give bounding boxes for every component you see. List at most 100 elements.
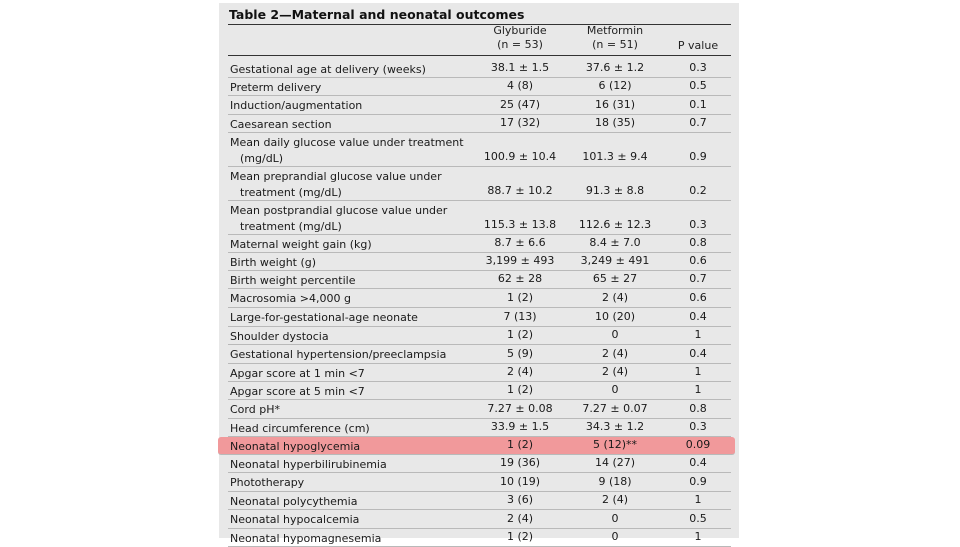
row-label-line1: Gestational hypertension/preeclampsia xyxy=(230,348,447,361)
row-label: Cord pH* xyxy=(230,402,470,418)
glyburide-value: 1 (2) xyxy=(506,328,534,341)
p-value: 0.6 xyxy=(689,254,707,267)
row-label: Birth weight percentile xyxy=(230,273,470,289)
p-value: 0.3 xyxy=(689,420,707,433)
row-label-line1: Mean postprandial glucose value under xyxy=(230,204,448,217)
metformin-value: 5 (12)** xyxy=(592,438,638,451)
table-row: Mean daily glucose value under treatment… xyxy=(228,133,731,167)
row-label-line1: Neonatal hyperbilirubinemia xyxy=(230,458,387,471)
col-header-glyburide-name: Glyburide xyxy=(493,24,547,37)
table-row: Head circumference (cm) 33.9 ± 1.5 34.3 ± … xyxy=(228,419,731,437)
header-top-rule xyxy=(228,24,731,25)
row-label: Birth weight (g) xyxy=(230,255,470,271)
metformin-value: 3,249 ± 491 xyxy=(580,254,650,267)
p-value: 0.9 xyxy=(689,475,707,488)
row-label-line2: (mg/dL) xyxy=(240,152,284,165)
p-value: 1 xyxy=(694,530,702,543)
table-row: Macrosomia >4,000 g 1 (2) 2 (4) 0.6 xyxy=(228,289,731,308)
glyburide-value: 1 (2) xyxy=(506,438,534,451)
metformin-value: 37.6 ± 1.2 xyxy=(585,61,645,74)
p-value: 0.7 xyxy=(689,272,707,285)
row-label-line1: Apgar score at 1 min <7 xyxy=(230,367,365,380)
glyburide-value: 7 (13) xyxy=(503,310,537,323)
row-label: Neonatal hypomagnesemia xyxy=(230,531,470,547)
metformin-value: 10 (20) xyxy=(594,310,636,323)
row-label: Head circumference (cm) xyxy=(230,421,470,437)
row-label: Shoulder dystocia xyxy=(230,329,470,345)
row-label-line1: Large-for-gestational-age neonate xyxy=(230,311,418,324)
metformin-value: 8.4 ± 7.0 xyxy=(589,236,641,249)
row-label: Gestational age at delivery (weeks) xyxy=(230,62,470,78)
table-row: Neonatal hypocalcemia 2 (4) 0 0.5 xyxy=(228,510,731,529)
metformin-value: 0 xyxy=(611,383,619,396)
p-value: 0.4 xyxy=(689,347,707,360)
metformin-value: 14 (27) xyxy=(594,456,636,469)
row-label-line1: Neonatal polycythemia xyxy=(230,495,358,508)
row-label-line1: Mean preprandial glucose value under xyxy=(230,170,442,183)
glyburide-value: 10 (19) xyxy=(499,475,541,488)
row-label: Neonatal hypocalcemia xyxy=(230,512,470,528)
glyburide-value: 8.7 ± 6.6 xyxy=(494,236,546,249)
glyburide-value: 5 (9) xyxy=(506,347,534,360)
col-header-metformin-name: Metformin xyxy=(586,24,644,37)
row-label: Neonatal polycythemia xyxy=(230,494,470,510)
row-label-line1: Maternal weight gain (kg) xyxy=(230,238,372,251)
table-row: Gestational hypertension/preeclampsia 5 (… xyxy=(228,345,731,364)
metformin-value: 101.3 ± 9.4 xyxy=(582,150,648,163)
col-header-metformin-n: (n = 51) xyxy=(592,38,638,51)
metformin-value: 16 (31) xyxy=(594,98,636,111)
glyburide-value: 38.1 ± 1.5 xyxy=(490,61,550,74)
row-label: Caesarean section xyxy=(230,117,470,133)
table-body: Gestational age at delivery (weeks) 38.1 … xyxy=(218,60,735,547)
col-header-metformin: Metformin (n = 51) xyxy=(565,24,665,52)
table-row: Preterm delivery 4 (8) 6 (12) 0.5 xyxy=(228,78,731,96)
row-label-line1: Mean daily glucose value under treatment xyxy=(230,136,464,149)
p-value: 0.6 xyxy=(689,291,707,304)
row-label: Mean postprandial glucose value under tre… xyxy=(230,203,470,235)
row-label-line1: Preterm delivery xyxy=(230,81,322,94)
metformin-value: 65 ± 27 xyxy=(592,272,638,285)
row-label-line1: Birth weight (g) xyxy=(230,256,317,269)
metformin-value: 0 xyxy=(611,512,619,525)
row-label-line1: Cord pH* xyxy=(230,403,280,416)
metformin-value: 18 (35) xyxy=(594,116,636,129)
p-value: 0.5 xyxy=(689,512,707,525)
row-label: Gestational hypertension/preeclampsia xyxy=(230,347,470,363)
row-label: Apgar score at 1 min <7 xyxy=(230,366,470,382)
p-value: 0.4 xyxy=(689,456,707,469)
table-row: Induction/augmentation 25 (47) 16 (31) 0.1 xyxy=(228,96,731,115)
glyburide-value: 17 (32) xyxy=(499,116,541,129)
table-row: Large-for-gestational-age neonate 7 (13) 1… xyxy=(228,308,731,327)
table-row: Birth weight (g) 3,199 ± 493 3,249 ± 491 0.… xyxy=(228,253,731,271)
metformin-value: 91.3 ± 8.8 xyxy=(585,184,645,197)
row-label: Maternal weight gain (kg) xyxy=(230,237,470,253)
p-value: 1 xyxy=(694,365,702,378)
metformin-value: 2 (4) xyxy=(601,347,629,360)
p-value: 0.8 xyxy=(689,402,707,415)
col-header-p-value: P value xyxy=(677,39,719,52)
table-row: Birth weight percentile 62 ± 28 65 ± 27 0.7 xyxy=(228,271,731,289)
p-value: 0.5 xyxy=(689,79,707,92)
metformin-value: 2 (4) xyxy=(601,291,629,304)
glyburide-value: 7.27 ± 0.08 xyxy=(487,402,553,415)
glyburide-value: 62 ± 28 xyxy=(497,272,543,285)
row-label: Preterm delivery xyxy=(230,80,470,96)
glyburide-value: 88.7 ± 10.2 xyxy=(487,184,553,197)
table-row: Caesarean section 17 (32) 18 (35) 0.7 xyxy=(228,115,731,133)
row-label-line1: Apgar score at 5 min <7 xyxy=(230,385,365,398)
row-label: Induction/augmentation xyxy=(230,98,470,114)
glyburide-value: 100.9 ± 10.4 xyxy=(483,150,557,163)
col-header-glyburide: Glyburide (n = 53) xyxy=(470,24,570,52)
table-row: Neonatal polycythemia 3 (6) 2 (4) 1 xyxy=(228,492,731,510)
table-row: Gestational age at delivery (weeks) 38.1 … xyxy=(228,60,731,78)
row-label: Mean daily glucose value under treatment… xyxy=(230,135,470,167)
glyburide-value: 3,199 ± 493 xyxy=(485,254,555,267)
table-row: Shoulder dystocia 1 (2) 0 1 xyxy=(228,327,731,345)
metformin-value: 2 (4) xyxy=(601,365,629,378)
row-label-line1: Induction/augmentation xyxy=(230,99,363,112)
p-value: 0.3 xyxy=(689,218,707,231)
glyburide-value: 2 (4) xyxy=(506,512,534,525)
metformin-value: 2 (4) xyxy=(601,493,629,506)
metformin-value: 0 xyxy=(611,328,619,341)
metformin-value: 9 (18) xyxy=(598,475,632,488)
